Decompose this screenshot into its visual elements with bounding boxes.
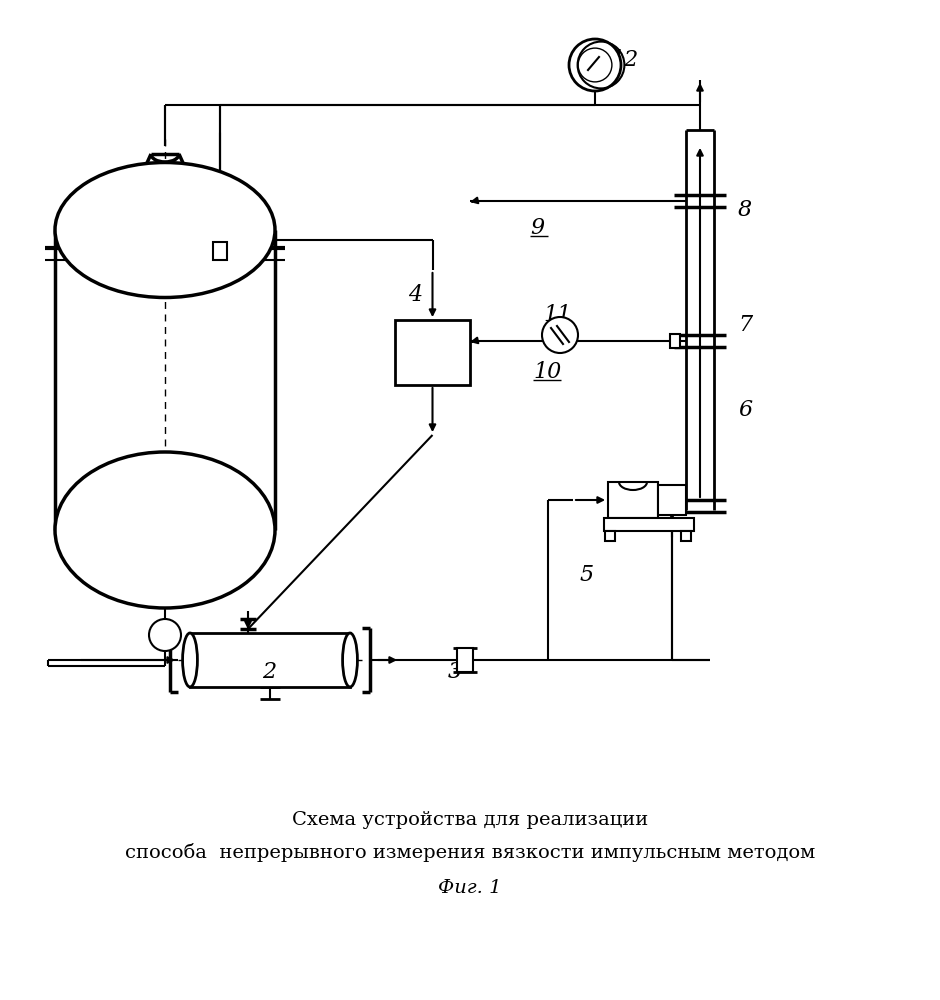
Circle shape (542, 317, 578, 353)
Circle shape (569, 39, 621, 91)
Bar (670, 334, 680, 348)
Text: 6: 6 (738, 399, 752, 421)
Bar (213, 242, 227, 260)
Text: способа  непрерывного измерения вязкости импульсным методом: способа непрерывного измерения вязкости … (125, 844, 815, 862)
Bar (681, 531, 691, 541)
Bar (605, 531, 615, 541)
Bar (457, 648, 473, 672)
Text: 12: 12 (610, 49, 638, 71)
Bar (395, 320, 470, 385)
Text: 2: 2 (262, 661, 276, 683)
Text: 4: 4 (408, 284, 422, 306)
Text: 1: 1 (160, 479, 174, 501)
Text: Схема устройства для реализации: Схема устройства для реализации (292, 811, 648, 829)
Text: 7: 7 (738, 314, 752, 336)
Ellipse shape (342, 633, 357, 687)
Bar (608, 482, 658, 518)
Bar (190, 633, 350, 687)
Bar (604, 518, 694, 531)
Text: 5: 5 (580, 564, 594, 586)
Ellipse shape (55, 162, 275, 298)
Circle shape (578, 48, 612, 82)
Ellipse shape (55, 452, 275, 608)
Ellipse shape (182, 633, 197, 687)
Text: 3: 3 (448, 661, 462, 683)
Circle shape (149, 619, 181, 651)
Text: 11: 11 (543, 304, 572, 326)
Bar (658, 485, 686, 515)
Text: Фиг. 1: Фиг. 1 (438, 879, 502, 897)
Text: 10: 10 (533, 361, 561, 383)
Text: 9: 9 (530, 217, 544, 239)
Text: 8: 8 (738, 199, 752, 221)
